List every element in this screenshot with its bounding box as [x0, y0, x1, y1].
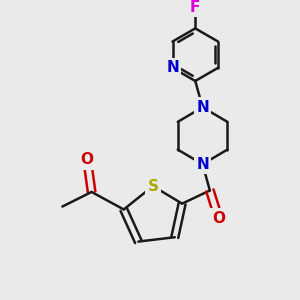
Text: N: N — [196, 100, 209, 115]
Text: N: N — [196, 157, 209, 172]
Text: F: F — [190, 0, 200, 15]
Text: S: S — [147, 178, 158, 194]
Text: O: O — [81, 152, 94, 167]
Text: O: O — [212, 211, 225, 226]
Text: N: N — [166, 60, 179, 75]
